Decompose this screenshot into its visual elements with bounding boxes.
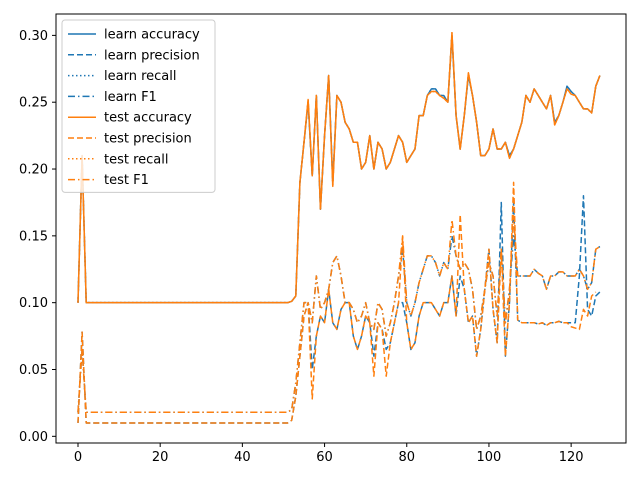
- axes-frame: [55, 13, 627, 444]
- legend-box: [61, 19, 216, 193]
- legend-label-test-accuracy: test accuracy: [104, 111, 192, 126]
- y-tick-label: 0.20: [19, 163, 48, 178]
- legend: learn accuracy learn precision learn recal…: [61, 19, 216, 193]
- ticks-layer: 0 20 40 60 80 100 120 0.00 0.05 0.10 0.15 0.20 0.25 0…: [19, 29, 584, 465]
- y-tick-label: 0.05: [19, 363, 48, 378]
- x-tick-label: 20: [152, 450, 169, 465]
- legend-label-learn-accuracy: learn accuracy: [104, 28, 200, 43]
- series-line-test-recall: [77, 31, 601, 304]
- series-line-learn-precision: [77, 195, 601, 424]
- y-tick-label: 0.15: [19, 229, 48, 244]
- legend-label-test-precision: test precision: [104, 132, 192, 147]
- series-line-test-precision: [77, 181, 597, 424]
- x-tick-label: 120: [559, 450, 584, 465]
- y-tick-label: 0.30: [19, 29, 48, 44]
- legend-label-learn-precision: learn precision: [104, 48, 200, 63]
- series-layer: [77, 31, 601, 424]
- x-tick-label: 0: [74, 450, 82, 465]
- legend-label-learn-f1: learn F1: [104, 90, 157, 105]
- x-tick-label: 40: [234, 450, 251, 465]
- y-tick-label: 0.25: [19, 96, 48, 111]
- legend-label-test-recall: test recall: [104, 152, 169, 167]
- legend-label-test-f1: test F1: [104, 173, 149, 188]
- y-tick-label: 0.10: [19, 296, 48, 311]
- x-tick-label: 80: [398, 450, 415, 465]
- y-tick-label: 0.00: [19, 430, 48, 445]
- legend-label-learn-recall: learn recall: [104, 69, 176, 84]
- series-line-learn-f1: [77, 235, 601, 414]
- series-line-test-f1: [77, 215, 601, 414]
- x-tick-label: 60: [316, 450, 333, 465]
- x-tick-label: 100: [477, 450, 502, 465]
